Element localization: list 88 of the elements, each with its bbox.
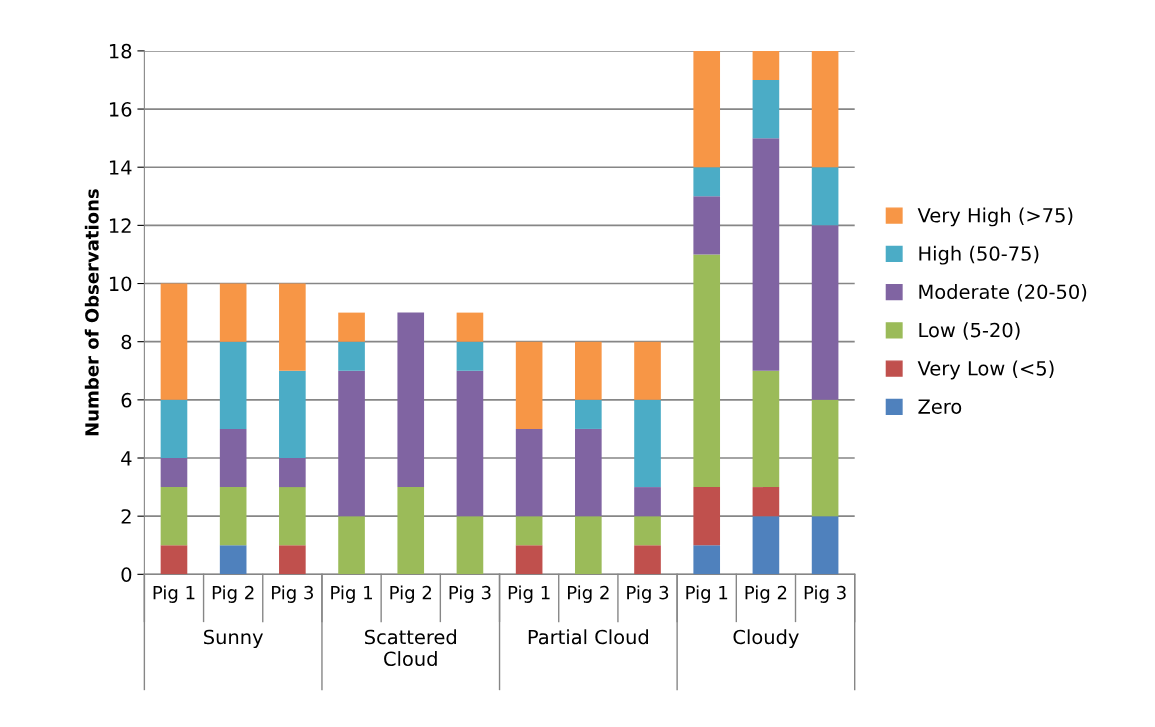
legend-label: Very High (>75) [917,207,1073,227]
text: Cloudy [733,629,799,649]
bar [338,341,365,371]
bar [811,399,839,517]
x-tick-label: Pig 2 [568,585,609,603]
bar [219,487,247,546]
x-tick-label: Pig 1 [331,585,372,603]
bar [752,370,780,488]
bar [575,516,602,575]
text: Scattered Cloud [365,629,456,667]
text: Partial Cloud [528,629,648,645]
y-tick-label: 14 [109,160,132,175]
bar [160,458,188,488]
bar [456,516,484,575]
bar [160,487,188,546]
bar [693,254,721,488]
bar [338,370,365,517]
bar [634,545,661,575]
x-tick-label: Pig 3 [272,585,314,603]
bar [634,487,661,517]
bar [160,399,188,459]
bar [515,516,543,546]
bar [279,487,306,546]
y-axis-title: Number of Observations [84,189,99,436]
x-tick-label: Pig 3 [627,585,669,603]
bar [634,341,661,400]
bar [279,545,306,575]
legend-label: Moderate (20-50) [919,284,1087,302]
y-tick-label: 8 [121,334,132,350]
bar [279,283,306,371]
bar [515,428,543,517]
bar [397,312,425,488]
y-tick-label: 12 [109,218,131,233]
bar [279,458,306,488]
y-tick-label: 16 [109,102,132,117]
y-tick-label: 4 [121,451,132,466]
bar [338,516,365,575]
bar [634,399,661,488]
bar [811,50,839,168]
legend-label: Very Low (<5) [917,360,1054,380]
bar [219,428,247,488]
bar [515,545,543,575]
bar [752,516,780,575]
bar [219,545,247,575]
y-tick-label: 18 [109,43,132,59]
bar [752,50,780,80]
legend-label: Zero [918,399,962,414]
legend-label: High (50-75) [919,245,1039,265]
bar [397,487,425,575]
x-tick-label: Pig 1 [508,585,550,603]
bar [811,167,839,226]
bar [634,516,661,546]
bar [575,428,602,517]
y-tick-label: 0 [121,567,132,582]
bar [279,370,306,459]
bar [752,138,780,371]
bar [515,341,543,429]
bar [456,312,484,342]
x-tick-label: Pig 3 [449,585,491,603]
bar [752,487,780,517]
bar [693,545,721,575]
bar [693,487,721,546]
bar [752,79,780,139]
text: Sunny [204,629,263,649]
bar [693,196,721,255]
legend-label: Low (5-20) [919,322,1020,340]
bar [575,399,602,429]
bar [219,283,247,342]
bar [456,341,484,371]
bar [456,370,484,517]
x-tick-label: Pig 2 [390,585,432,603]
x-tick-label: Pig 2 [212,585,254,603]
x-tick-label: Pig 1 [153,585,195,603]
bar [160,545,188,575]
bar [160,283,188,400]
y-tick-label: 10 [109,276,132,292]
bar [338,312,365,342]
bar [693,167,721,197]
x-tick-label: Pig 1 [686,585,728,603]
bar [693,50,721,168]
bar [811,516,839,575]
y-tick-label: 6 [121,392,132,408]
bar [811,225,839,400]
x-tick-label: Pig 3 [804,585,846,603]
x-tick-label: Pig 2 [745,585,787,603]
y-tick-label: 2 [121,509,131,524]
bar [219,341,247,429]
bar [575,341,602,400]
